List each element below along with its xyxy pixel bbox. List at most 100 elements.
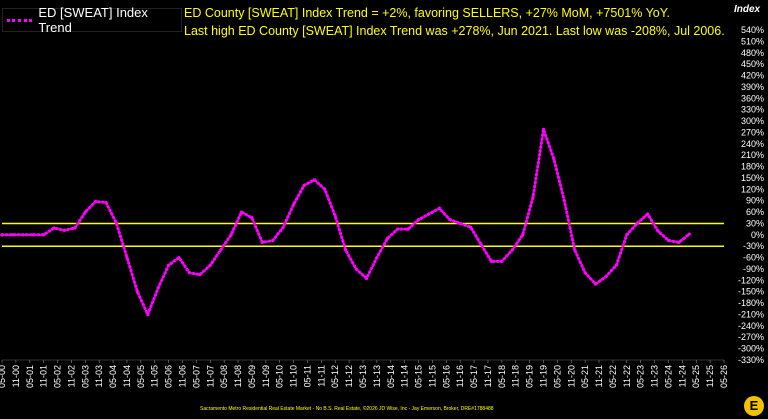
x-tick-label: 05-20 — [552, 365, 562, 388]
y-tick-label: -330% — [738, 355, 764, 365]
headline-line-2: Last high ED County [SWEAT] Index Trend … — [184, 24, 725, 38]
x-tick-label: 05-17 — [469, 365, 479, 388]
data-point — [427, 212, 431, 216]
data-point — [219, 248, 223, 252]
x-tick-label: 11-08 — [233, 365, 243, 387]
data-point — [302, 183, 306, 188]
data-point — [250, 216, 254, 220]
y-axis-title: Index — [734, 4, 761, 15]
x-tick-label: 11-01 — [39, 365, 49, 387]
x-tick-label: 11-05 — [150, 365, 160, 387]
y-tick-label: 480% — [741, 48, 764, 58]
data-point — [94, 199, 98, 204]
x-tick-label: 11-03 — [94, 365, 104, 387]
data-point — [187, 271, 192, 275]
x-tick-label: 11-22 — [622, 365, 632, 387]
x-tick-label: 11-15 — [427, 365, 437, 387]
headline-line-1: ED County [SWEAT] Index Trend = +2%, fav… — [184, 6, 670, 20]
data-point — [0, 233, 4, 237]
x-tick-label: 05-08 — [219, 365, 229, 388]
y-tick-label: -300% — [738, 344, 764, 354]
x-tick-label: 11-10 — [289, 365, 299, 387]
y-tick-label: -60% — [743, 253, 764, 263]
data-point — [448, 218, 452, 222]
x-tick-label: 05-23 — [636, 365, 646, 388]
data-point — [229, 233, 233, 237]
data-point — [271, 238, 275, 243]
data-point — [21, 233, 25, 237]
x-tick-label: 05-19 — [525, 365, 535, 388]
y-tick-label: 150% — [741, 173, 764, 183]
x-tick-label: 05-10 — [275, 365, 285, 388]
y-tick-label: 330% — [741, 105, 764, 115]
y-tick-label: 420% — [741, 71, 764, 81]
y-tick-label: 270% — [741, 127, 764, 137]
y-tick-label: -270% — [738, 332, 764, 342]
data-point — [156, 286, 160, 290]
data-point — [437, 206, 441, 210]
data-point — [562, 199, 566, 203]
data-point — [364, 276, 369, 281]
data-point — [135, 290, 139, 294]
x-tick-label: 11-13 — [372, 365, 382, 387]
data-point — [687, 232, 691, 236]
data-point — [52, 226, 56, 230]
data-point — [354, 267, 358, 271]
x-tick-label: 05-09 — [247, 365, 257, 388]
x-tick-label: 05-06 — [164, 365, 174, 388]
data-point — [62, 228, 67, 232]
x-tick-label: 05-16 — [441, 365, 451, 388]
data-point — [635, 221, 639, 226]
data-point — [114, 221, 119, 226]
headline: ED County [SWEAT] Index Trend = +2%, fav… — [184, 4, 725, 40]
y-tick-label: 0% — [751, 230, 764, 240]
x-tick-label: 11-07 — [205, 365, 215, 387]
data-point — [489, 259, 494, 263]
y-tick-label: 210% — [741, 150, 764, 160]
series-line — [0, 128, 691, 319]
x-tick-label: 05-04 — [108, 365, 118, 388]
x-tick-label: 11-23 — [650, 365, 660, 387]
x-tick-label: 11-06 — [178, 365, 188, 387]
x-tick-label: 05-05 — [136, 365, 146, 388]
x-tick-label: 05-18 — [497, 365, 507, 388]
x-tick-label: 05-00 — [0, 365, 7, 388]
y-tick-label: -90% — [743, 264, 764, 274]
y-tick-label: 30% — [746, 218, 764, 228]
y-tick-label: 450% — [741, 59, 764, 69]
x-tick-label: 05-02 — [53, 365, 63, 388]
data-point — [593, 282, 598, 286]
data-point — [291, 202, 296, 207]
data-point — [83, 210, 87, 214]
data-point — [510, 248, 514, 252]
brand-logo-icon: E — [744, 396, 764, 416]
x-tick-label: 11-14 — [400, 365, 410, 387]
x-tick-label: 11-16 — [455, 365, 465, 387]
data-point — [406, 227, 410, 231]
data-point — [260, 240, 264, 245]
y-tick-label: -210% — [738, 309, 764, 319]
x-tick-label: 05-13 — [358, 365, 368, 388]
data-point — [604, 274, 608, 279]
data-point — [500, 259, 504, 263]
legend-label: ED [SWEAT] Index Trend — [38, 5, 148, 35]
x-tick-label: 11-12 — [344, 365, 354, 387]
y-tick-label: 120% — [741, 184, 764, 194]
data-point — [239, 210, 244, 214]
data-point — [385, 237, 389, 241]
y-tick-label: 390% — [741, 82, 764, 92]
x-tick-label: 11-19 — [539, 365, 549, 387]
y-tick-label: 90% — [746, 196, 764, 206]
data-point — [625, 233, 629, 237]
data-point — [31, 233, 35, 237]
x-tick-label: 05-07 — [191, 365, 201, 388]
data-point — [541, 127, 546, 131]
data-point — [521, 233, 525, 237]
data-point — [42, 233, 46, 237]
data-point — [552, 157, 556, 161]
x-tick-label: 11-24 — [677, 365, 687, 387]
x-tick-label: 05-22 — [608, 365, 618, 388]
data-point — [177, 255, 181, 260]
data-point — [344, 248, 348, 252]
